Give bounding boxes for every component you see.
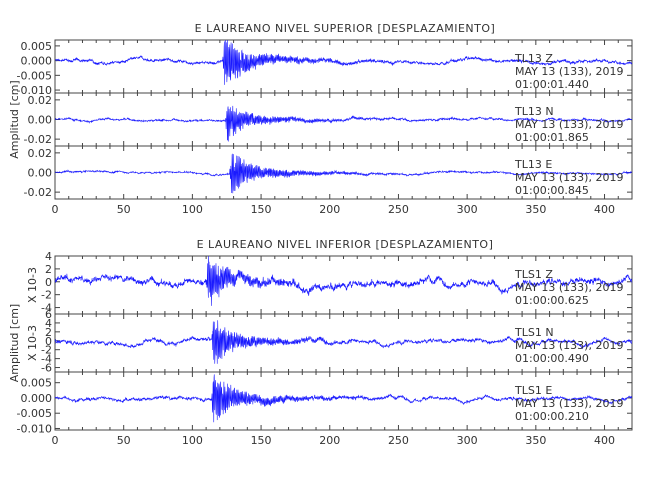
x-tick-label: 200 — [319, 434, 340, 447]
scale-label: X 10-3 — [26, 267, 39, 303]
y-tick-label: 4 — [45, 317, 52, 330]
y-tick-label: 2 — [45, 263, 52, 276]
y-tick-label: 0.005 — [21, 377, 53, 390]
waveform-1-2 — [54, 374, 633, 423]
y-tick-label: 0.02 — [28, 147, 53, 160]
waveform-1-0 — [54, 255, 633, 306]
y-tick-label: 0.000 — [21, 55, 53, 68]
x-tick-label: 350 — [525, 203, 546, 216]
y-tick-label: -2 — [41, 289, 52, 302]
y-tick-label: 0.000 — [21, 392, 53, 405]
channel-label: TLS1 N — [514, 326, 554, 339]
x-tick-label: 250 — [388, 203, 409, 216]
x-tick-label: 0 — [52, 434, 59, 447]
time-label: 01:00:00.845 — [515, 184, 589, 197]
y-tick-label: 0.02 — [28, 94, 53, 107]
time-label: 01:00:00.210 — [515, 410, 589, 423]
y-tick-label: -0.010 — [17, 422, 52, 435]
x-tick-label: 200 — [319, 203, 340, 216]
time-label: 01:00:01.440 — [515, 78, 589, 91]
date-label: MAY 13 (133), 2019 — [515, 397, 623, 410]
y-tick-label: -0.02 — [24, 133, 52, 146]
y-tick-label: -4 — [41, 353, 52, 366]
time-label: 01:00:00.625 — [515, 294, 589, 307]
waveform-0-2 — [54, 153, 633, 194]
y-tick-label: 0.00 — [28, 167, 53, 180]
x-tick-label: 100 — [182, 434, 203, 447]
y-tick-label: 0.005 — [21, 40, 53, 53]
y-tick-label: -0.005 — [17, 407, 52, 420]
y-tick-label: 0 — [45, 276, 52, 289]
time-label: 01:00:00.490 — [515, 352, 589, 365]
x-tick-label: 50 — [117, 203, 131, 216]
y-tick-label: -0.02 — [24, 186, 52, 199]
time-label: 01:00:01.865 — [515, 131, 589, 144]
x-tick-label: 400 — [594, 203, 615, 216]
y-tick-label: 0 — [45, 335, 52, 348]
x-tick-label: 0 — [52, 203, 59, 216]
date-label: MAY 13 (133), 2019 — [515, 281, 623, 294]
y-tick-label: -0.005 — [17, 69, 52, 82]
channel-label: TL13 Z — [514, 52, 553, 65]
bottom-chart-title: E LAUREANO NIVEL INFERIOR [DESPLAZAMIENT… — [197, 238, 494, 251]
date-label: MAY 13 (133), 2019 — [515, 171, 623, 184]
y-tick-label: 6 — [45, 308, 52, 321]
y-tick-label: -6 — [41, 362, 52, 375]
y-tick-label: -4 — [41, 302, 52, 315]
date-label: MAY 13 (133), 2019 — [515, 65, 623, 78]
chart-layers: Amplitud [cm]0.0050.000-0.005-0.010TL13 … — [8, 39, 633, 447]
scale-label: X 10-3 — [26, 325, 39, 361]
top-chart-title: E LAUREANO NIVEL SUPERIOR [DESPLAZAMIENT… — [195, 22, 496, 35]
y-tick-label: 4 — [45, 250, 52, 263]
channel-label: TL13 E — [514, 158, 552, 171]
y-tick-label: 0.00 — [28, 114, 53, 127]
channel-label: TLS1 E — [514, 384, 552, 397]
y-axis-label-0: Amplitud [cm] — [8, 80, 21, 158]
y-tick-label: -0.010 — [17, 84, 52, 97]
x-tick-label: 300 — [457, 434, 478, 447]
waveform-0-0 — [54, 39, 633, 85]
x-tick-label: 350 — [525, 434, 546, 447]
x-tick-label: 300 — [457, 203, 478, 216]
waveform-1-1 — [54, 320, 633, 364]
channel-label: TLS1 Z — [514, 268, 553, 281]
y-tick-label: 2 — [45, 326, 52, 339]
x-tick-label: 100 — [182, 203, 203, 216]
x-tick-label: 150 — [251, 434, 272, 447]
x-tick-label: 250 — [388, 434, 409, 447]
date-label: MAY 13 (133), 2019 — [515, 118, 623, 131]
x-tick-label: 150 — [251, 203, 272, 216]
x-tick-label: 400 — [594, 434, 615, 447]
x-tick-label: 50 — [117, 434, 131, 447]
channel-label: TL13 N — [514, 105, 554, 118]
date-label: MAY 13 (133), 2019 — [515, 339, 623, 352]
y-axis-label-1: Amplitud [cm] — [8, 304, 21, 382]
y-tick-label: -2 — [41, 344, 52, 357]
waveform-0-1 — [54, 105, 633, 142]
